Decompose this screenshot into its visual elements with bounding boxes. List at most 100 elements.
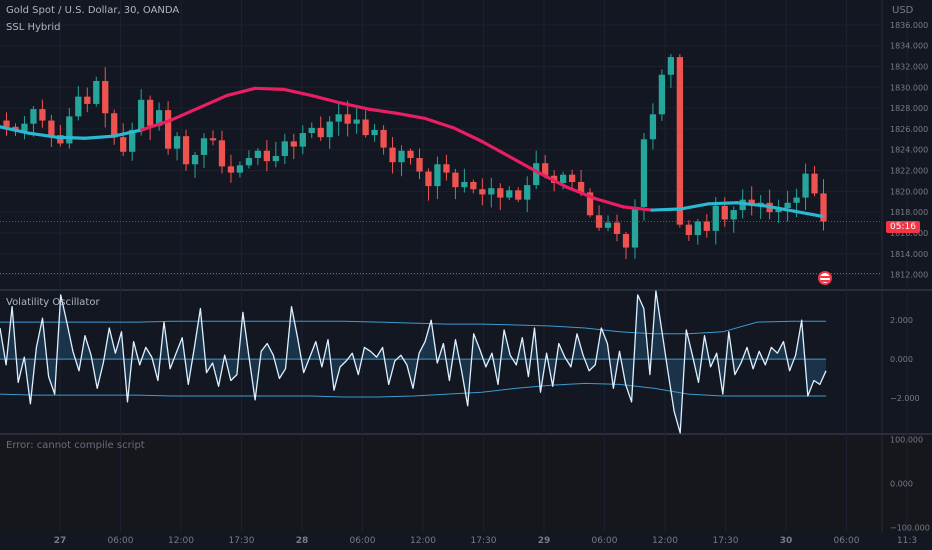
- candle-body: [200, 138, 208, 155]
- current-price-badge: 05:16: [886, 221, 920, 233]
- candle-body: [191, 154, 199, 165]
- price-tick-label: 1822.000: [890, 167, 928, 176]
- time-tick-label: 12:00: [410, 536, 436, 546]
- candle-body: [335, 114, 342, 122]
- candle-body: [649, 114, 657, 140]
- candle-body: [488, 188, 495, 195]
- candle-body: [452, 172, 459, 188]
- candle-body: [748, 199, 755, 205]
- oscillator-upper-band: [0, 320, 826, 335]
- candle-body: [344, 114, 351, 124]
- candle-body: [57, 135, 64, 144]
- candle-body: [308, 127, 315, 134]
- candle-body: [218, 140, 226, 167]
- ssl-hybrid-baseline-segment: [253, 86, 286, 91]
- error-pane-tick-label: 100.000: [890, 435, 923, 444]
- ssl-hybrid-baseline-segment: [111, 128, 144, 138]
- candle-body: [416, 158, 423, 172]
- ssl-hybrid-baseline-segment: [196, 93, 229, 110]
- ssl-hybrid-baseline-segment: [225, 86, 257, 98]
- time-tick-label: 06:00: [834, 536, 860, 546]
- price-tick-label: 1828.000: [890, 104, 928, 113]
- oscillator-fill: [0, 291, 826, 433]
- candle-body: [568, 174, 576, 182]
- candle-body: [75, 96, 82, 117]
- candle-body: [470, 181, 477, 190]
- candle-body: [434, 164, 441, 187]
- price-tick-label: 1832.000: [890, 62, 928, 71]
- candle-body: [138, 99, 145, 130]
- error-pane: [0, 435, 932, 532]
- candle-body: [3, 120, 10, 127]
- candle-body: [155, 110, 163, 126]
- candle-body: [30, 109, 37, 124]
- candle-body: [443, 164, 450, 173]
- ssl-hybrid-baseline-segment: [565, 185, 597, 201]
- ssl-hybrid-baseline-segment: [763, 204, 796, 213]
- candle-body: [129, 129, 136, 152]
- candle-body: [775, 207, 782, 213]
- price-tick-label: 1836.000: [890, 21, 928, 30]
- price-tick-label: 1834.000: [890, 42, 928, 51]
- volatility-oscillator-legend[interactable]: Volatility Oscillator: [6, 297, 100, 308]
- candle-body: [299, 133, 306, 147]
- candle-body: [802, 173, 809, 198]
- ssl-hybrid-baseline-segment: [366, 107, 399, 115]
- script-error-message: Error: cannot compile script: [6, 440, 145, 451]
- candle-body: [209, 138, 217, 141]
- candle-body: [506, 190, 513, 198]
- candle-body: [524, 185, 531, 200]
- candle-body: [479, 189, 486, 195]
- candle-body: [542, 163, 549, 176]
- candle-body: [533, 163, 540, 186]
- candle-body: [685, 224, 692, 236]
- ssl-hybrid-baseline-segment: [621, 205, 654, 212]
- candle-body: [497, 188, 504, 198]
- price-tick-label: 1814.000: [890, 250, 928, 259]
- time-tick-label: 06:00: [350, 536, 376, 546]
- candle-body: [694, 221, 701, 236]
- candle-body: [586, 192, 594, 216]
- candle-body: [712, 205, 719, 231]
- candle-body: [721, 205, 728, 220]
- candle-body: [380, 129, 387, 148]
- time-tick-label: 17:30: [713, 536, 739, 546]
- time-tick-label: 06:00: [592, 536, 618, 546]
- candle-body: [281, 141, 288, 156]
- error-pane-tick-label: 0.000: [890, 480, 913, 489]
- ssl-hybrid-baseline-segment: [707, 201, 739, 206]
- time-tick-label: 29: [538, 536, 551, 546]
- oscillator-tick-label: 0.000: [890, 355, 913, 364]
- ssl-hybrid-baseline-segment: [26, 131, 59, 139]
- ssl-hybrid-baseline-segment: [310, 93, 342, 105]
- ssl-hybrid-baseline-segment: [55, 135, 87, 140]
- ssl-hybrid-baseline-segment: [338, 101, 371, 111]
- oscillator-tick-label: 2.000: [890, 316, 913, 325]
- candle-body: [353, 119, 360, 124]
- candle-body: [461, 181, 468, 188]
- candle-body: [102, 81, 109, 114]
- ssl-hybrid-legend[interactable]: SSL Hybrid: [6, 22, 61, 33]
- ssl-hybrid-baseline-segment: [480, 139, 512, 159]
- candle-body: [111, 113, 118, 138]
- error-pane-tick-label: −100.000: [890, 524, 930, 533]
- symbol-title: Gold Spot / U.S. Dollar, 30, OANDA: [6, 5, 180, 16]
- candle-body: [515, 190, 522, 200]
- candle-body: [236, 165, 244, 173]
- currency-label: USD: [892, 5, 914, 16]
- candle-body: [811, 173, 818, 194]
- candle-body: [317, 127, 324, 138]
- candle-body: [66, 116, 73, 144]
- candle-body: [146, 99, 154, 126]
- price-tick-label: 1820.000: [890, 187, 928, 196]
- us-flag-icon[interactable]: [818, 271, 832, 285]
- candle-body: [398, 150, 405, 163]
- candle-body: [676, 57, 684, 225]
- ssl-hybrid-baseline-segment: [451, 126, 484, 143]
- candle-body: [39, 109, 46, 121]
- time-tick-label: 06:00: [108, 536, 134, 546]
- ssl-hybrid-baseline-segment: [395, 111, 427, 121]
- candle-body: [730, 210, 737, 220]
- candle-body: [631, 206, 639, 248]
